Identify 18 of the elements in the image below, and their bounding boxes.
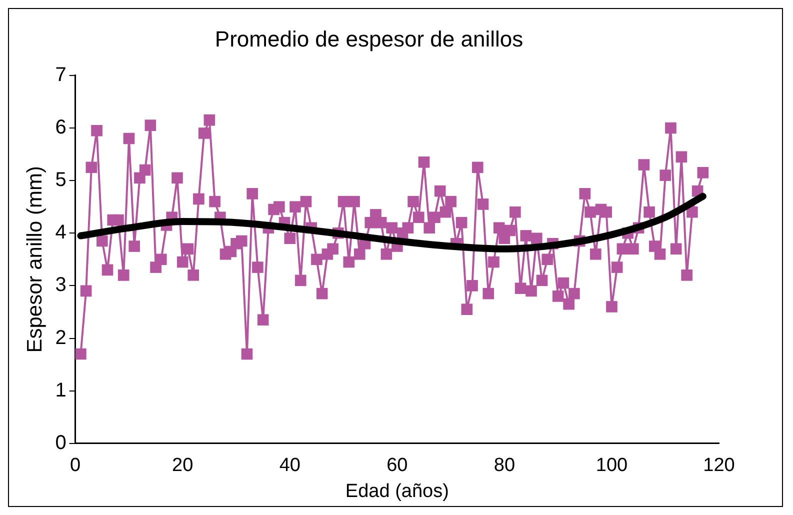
x-tick-label: 20 [172,455,194,476]
y-tick-label: 7 [55,64,66,86]
x-tick-label: 80 [494,455,516,476]
x-tick-label: 100 [596,455,628,476]
y-tick-label: 2 [55,326,66,349]
x-tick-label: 60 [386,455,408,476]
x-tick-label: 40 [279,455,300,476]
y-tick-label: 0 [55,432,66,454]
x-axis-title: Edad (años) [345,480,449,502]
y-tick-label: 5 [55,169,66,192]
y-tick-label: 3 [55,274,66,296]
y-tick-label: 6 [55,116,66,138]
y-tick-label: 4 [55,222,66,244]
x-tick-label: 0 [70,455,81,476]
x-tick-label: 120 [703,455,735,476]
chart-title: Promedio de espesor de anillos [214,26,524,52]
y-tick-label: 1 [55,379,66,402]
y-axis-title: Espesor anillo (mm) [23,166,46,353]
